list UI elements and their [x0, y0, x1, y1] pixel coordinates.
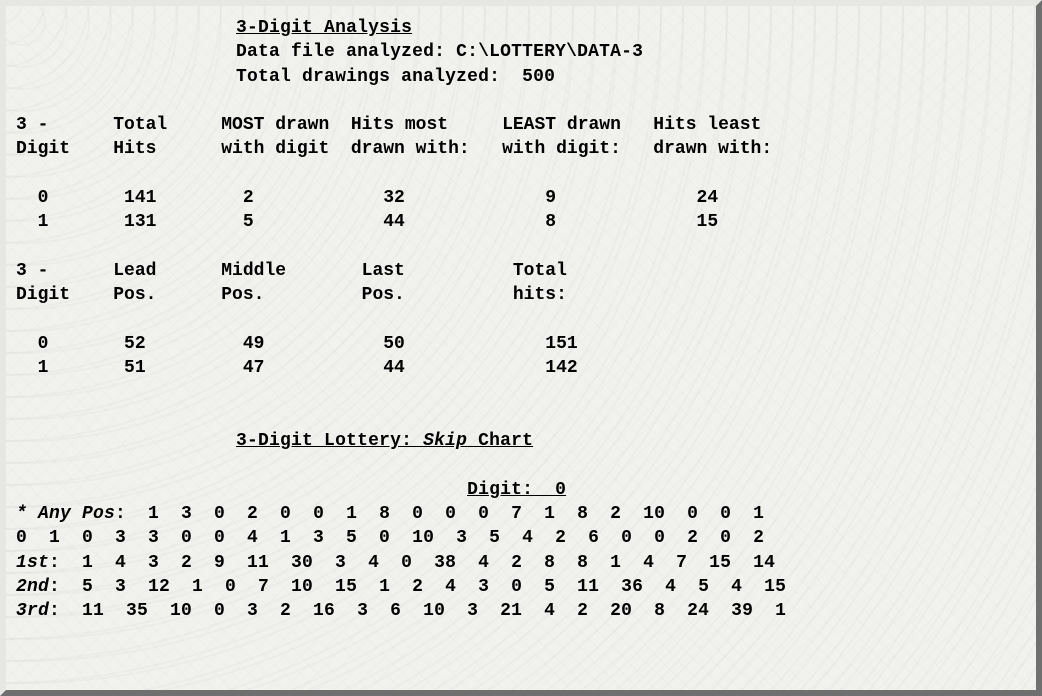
skip-chart-title-line: 3-Digit Lottery: Skip Chart — [16, 429, 1026, 453]
skip-pos2-label: 2nd — [16, 577, 49, 597]
table2-header-line2: Digit Pos. Pos. Pos. hits: — [16, 283, 1026, 307]
skip-pos3-values: : 11 35 10 0 3 2 16 3 6 10 3 21 4 2 20 8… — [49, 601, 786, 621]
table1-row-0: 0 141 2 32 9 24 — [16, 186, 1026, 210]
blank-line — [16, 405, 1026, 429]
report-title-line: 3-Digit Analysis — [16, 16, 1026, 40]
skip-pos2: 2nd: 5 3 12 1 0 7 10 15 1 2 4 3 0 5 11 3… — [16, 575, 1026, 599]
blank-line — [16, 380, 1026, 404]
data-file-line: Data file analyzed: C:\LOTTERY\DATA-3 — [16, 40, 1026, 64]
pad — [16, 18, 236, 38]
skip-pos3: 3rd: 11 35 10 0 3 2 16 3 6 10 3 21 4 2 2… — [16, 599, 1026, 623]
blank-line — [16, 453, 1026, 477]
skip-pos1-values: : 1 4 3 2 9 11 30 3 4 0 38 4 2 8 8 1 4 7… — [49, 553, 775, 573]
pad — [16, 67, 236, 87]
skip-any-prefix: * Any Pos — [16, 504, 115, 524]
total-drawings-label: Total drawings analyzed: — [236, 67, 522, 87]
table1-header-line2: Digit Hits with digit drawn with: with d… — [16, 137, 1026, 161]
table1-row-1: 1 131 5 44 8 15 — [16, 210, 1026, 234]
skip-digit-header: Digit: 0 — [16, 478, 1026, 502]
data-file-label: Data file analyzed: — [236, 42, 456, 62]
skip-digit-header-text: Digit: 0 — [467, 480, 566, 500]
table1-header-line1: 3 - Total MOST drawn Hits most LEAST dra… — [16, 113, 1026, 137]
skip-word: Skip — [423, 431, 467, 451]
blank-line — [16, 235, 1026, 259]
table2-row-1: 1 51 47 44 142 — [16, 356, 1026, 380]
pad — [16, 480, 467, 500]
report-title: 3-Digit Analysis — [236, 18, 412, 38]
total-drawings-line: Total drawings analyzed: 500 — [16, 65, 1026, 89]
skip-pos1-label: 1st — [16, 553, 49, 573]
skip-any-line1: * Any Pos: 1 3 0 2 0 0 1 8 0 0 0 7 1 8 2… — [16, 502, 1026, 526]
blank-line — [16, 308, 1026, 332]
blank-line — [16, 89, 1026, 113]
pad — [16, 431, 236, 451]
skip-any-line2: 0 1 0 3 3 0 0 4 1 3 5 0 10 3 5 4 2 6 0 0… — [16, 526, 1026, 550]
data-file-value: C:\LOTTERY\DATA-3 — [456, 42, 643, 62]
pad — [16, 42, 236, 62]
skip-pos3-label: 3rd — [16, 601, 49, 621]
skip-pos1: 1st: 1 4 3 2 9 11 30 3 4 0 38 4 2 8 8 1 … — [16, 551, 1026, 575]
blank-line — [16, 162, 1026, 186]
total-drawings-value: 500 — [522, 67, 555, 87]
table2-row-0: 0 52 49 50 151 — [16, 332, 1026, 356]
table2-header-line1: 3 - Lead Middle Last Total — [16, 259, 1026, 283]
skip-any-values-1: : 1 3 0 2 0 0 1 8 0 0 0 7 1 8 2 10 0 0 1 — [115, 504, 764, 524]
skip-pos2-values: : 5 3 12 1 0 7 10 15 1 2 4 3 0 5 11 36 4… — [49, 577, 786, 597]
skip-title-pre: 3-Digit Lottery: — [236, 431, 423, 451]
skip-title-post: Chart — [467, 431, 533, 451]
